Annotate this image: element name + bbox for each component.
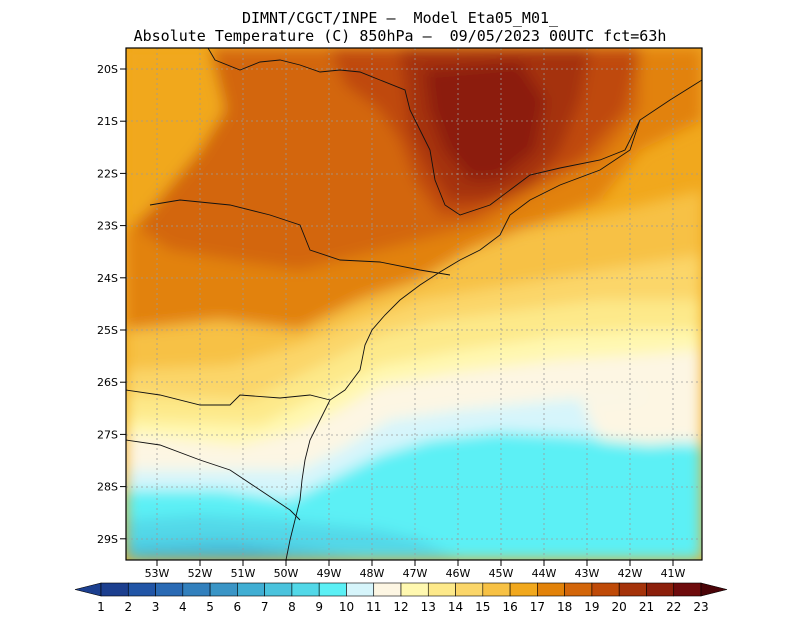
lon-label: 41W: [661, 567, 686, 580]
colorbar-swatch: [155, 582, 184, 597]
colorbar-label: 23: [693, 600, 708, 614]
grid-lines: [126, 48, 702, 560]
lon-label: 42W: [618, 567, 643, 580]
lat-label: 22S: [97, 167, 118, 180]
lon-label: 47W: [403, 567, 428, 580]
lon-label: 44W: [532, 567, 557, 580]
colorbar-swatch: [209, 582, 238, 597]
colorbar-label: 9: [315, 600, 323, 614]
lon-label: 46W: [446, 567, 471, 580]
colorbar-label: 6: [234, 600, 242, 614]
colorbar-label: 21: [639, 600, 654, 614]
lat-label: 24S: [97, 272, 118, 285]
colorbar-swatch: [127, 582, 156, 597]
lat-label: 29S: [97, 533, 118, 546]
lon-label: 43W: [575, 567, 600, 580]
colorbar-swatch: [264, 582, 293, 597]
colorbar-swatch: [318, 582, 347, 597]
coastline-and-borders: [126, 48, 702, 560]
colorbar-swatch: [482, 582, 511, 597]
map-subtitle: Absolute Temperature (C) 850hPa – 09/05/…: [133, 27, 667, 45]
colorbar-swatch: [509, 582, 538, 597]
lat-label: 21S: [97, 115, 118, 128]
lat-label: 25S: [97, 324, 118, 337]
colorbar-arrow-right: [700, 582, 728, 597]
colorbar-swatch: [591, 582, 620, 597]
colorbar-label: 3: [152, 600, 160, 614]
colorbar-swatch: [564, 582, 593, 597]
colorbar-label: 8: [288, 600, 296, 614]
longitude-axis: 53W 52W 51W 50W 49W 48W 47W 46W 45W 44W 43W 42W 41W: [145, 560, 686, 580]
colorbar-label: 5: [206, 600, 214, 614]
map-frame: [125, 47, 703, 561]
lon-label: 48W: [360, 567, 385, 580]
colorbar-swatch: [646, 582, 675, 597]
colorbar-swatch: [618, 582, 647, 597]
colorbar-label: 10: [339, 600, 354, 614]
lon-label: 51W: [231, 567, 256, 580]
lat-label: 26S: [97, 376, 118, 389]
colorbar-swatch: [537, 582, 565, 597]
colorbar-label: 14: [448, 600, 463, 614]
colorbar-swatch: [400, 582, 429, 597]
colorbar-label: 16: [502, 600, 517, 614]
colorbar-swatch: [346, 582, 375, 597]
colorbar-label: 20: [612, 600, 627, 614]
lon-label: 45W: [489, 567, 514, 580]
colorbar-swatch: [237, 582, 265, 597]
colorbar-swatch: [373, 582, 402, 597]
lat-label: 27S: [97, 428, 118, 441]
colorbar-arrow-left: [74, 582, 102, 597]
lat-label: 23S: [97, 220, 118, 233]
colorbar-label: 11: [366, 600, 381, 614]
colorbar-swatch: [427, 582, 456, 597]
colorbar-label: 4: [179, 600, 187, 614]
lon-label: 49W: [317, 567, 342, 580]
colorbar: 1 2 3 4 5 6 7 8 9 10 11 12 13 14 15 16 17 18 19 20 21 22 23: [74, 582, 728, 614]
colorbar-label: 18: [557, 600, 572, 614]
colorbar-label: 13: [421, 600, 436, 614]
temperature-field: [126, 48, 702, 560]
colorbar-swatch: [673, 582, 702, 597]
lon-label: 53W: [145, 567, 170, 580]
lat-label: 28S: [97, 481, 118, 494]
colorbar-label: 7: [261, 600, 269, 614]
lat-label: 20S: [97, 63, 118, 76]
colorbar-label: 1: [97, 600, 105, 614]
colorbar-swatch: [291, 582, 320, 597]
lon-label: 52W: [188, 567, 213, 580]
colorbar-label: 17: [530, 600, 545, 614]
colorbar-label: 2: [124, 600, 132, 614]
colorbar-swatch: [100, 582, 129, 597]
colorbar-label: 12: [393, 600, 408, 614]
colorbar-label: 19: [584, 600, 599, 614]
lon-label: 50W: [274, 567, 299, 580]
latitude-axis: 20S 21S 22S 23S 24S 25S 26S 27S 28S 29S: [97, 63, 126, 546]
colorbar-swatch: [182, 582, 211, 597]
colorbar-label: 15: [475, 600, 490, 614]
colorbar-swatch: [455, 582, 484, 597]
colorbar-label: 22: [666, 600, 681, 614]
map-title: DIMNT/CGCT/INPE – Model Eta05_M01_: [241, 9, 559, 27]
